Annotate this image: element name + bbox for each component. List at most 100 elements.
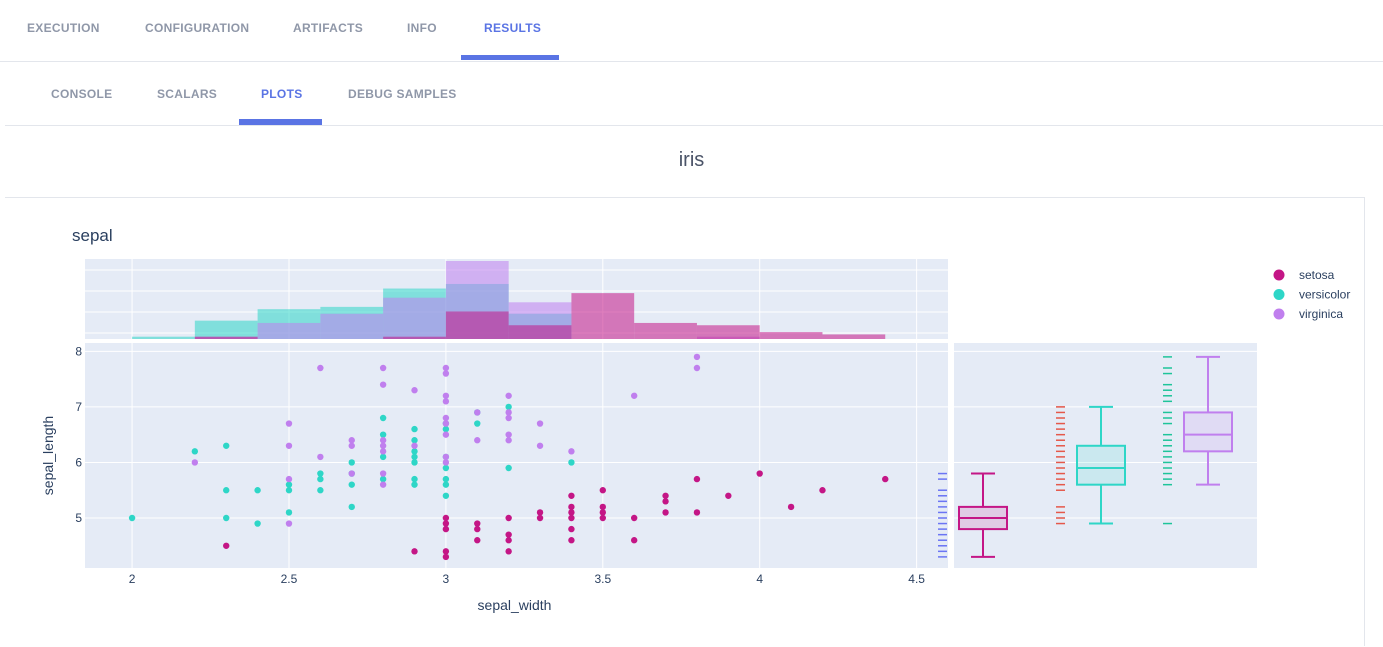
scatter-point-versicolor	[223, 487, 230, 494]
scatter-point-setosa	[819, 487, 826, 494]
tab-artifacts[interactable]: ARTIFACTS	[293, 21, 364, 35]
scatter-point-versicolor	[223, 514, 230, 522]
scatter-point-virginica	[348, 437, 355, 444]
scatter-point-versicolor	[379, 475, 387, 483]
scatter-point-setosa	[725, 492, 732, 499]
scatter-point-virginica	[348, 442, 355, 449]
scatter-point-setosa	[693, 509, 701, 516]
results-sub-tab-bar: CONSOLE SCALARS PLOTS DEBUG SAMPLES	[5, 62, 1383, 126]
histogram-bar-setosa	[696, 325, 760, 339]
scatter-point-versicolor	[568, 459, 575, 466]
y-tick-label: 7	[75, 400, 82, 414]
tab-execution[interactable]: EXECUTION	[27, 21, 100, 35]
scatter-point-setosa	[568, 537, 575, 544]
histogram-bar-virginica	[257, 322, 321, 339]
active-subtab-indicator	[239, 119, 322, 125]
scatter-point-versicolor	[474, 420, 481, 427]
scatter-point-setosa	[662, 492, 669, 499]
scatter-point-virginica	[505, 409, 512, 416]
scatter-point-setosa	[474, 520, 481, 527]
tab-plots[interactable]: PLOTS	[261, 87, 303, 101]
scatter-point-virginica	[568, 448, 575, 455]
iris-sepal-chart: sepal 2 2.5 3 3.5 4 4.5 5 6 7 8 sepal_width sepal_le…	[40, 226, 1350, 613]
tab-configuration[interactable]: CONFIGURATION	[145, 21, 250, 35]
tab-scalars[interactable]: SCALARS	[157, 87, 218, 101]
scatter-point-setosa	[599, 487, 606, 494]
scatter-point-virginica	[285, 420, 293, 427]
tab-results[interactable]: RESULTS	[484, 21, 542, 35]
scatter-point-versicolor	[223, 442, 230, 449]
x-tick-label: 4	[756, 572, 763, 586]
y-tick-label: 5	[75, 511, 82, 525]
scatter-point-virginica	[379, 364, 387, 372]
scatter-point-virginica	[285, 520, 293, 527]
scatter-point-virginica	[442, 364, 450, 372]
scatter-point-versicolor	[379, 431, 387, 438]
histogram-bar-virginica	[383, 297, 446, 339]
scatter-point-virginica	[379, 381, 387, 388]
scatter-point-setosa	[505, 548, 512, 555]
scatter-point-virginica	[474, 409, 481, 416]
scatter-point-setosa	[223, 542, 230, 549]
scatter-point-virginica	[442, 431, 450, 438]
histogram-bar-setosa	[634, 322, 697, 339]
scatter-point-setosa	[442, 548, 450, 555]
active-tab-indicator	[461, 55, 559, 60]
scatter-point-versicolor	[505, 464, 512, 472]
histogram-bar-versicolor	[132, 336, 195, 339]
scatter-point-virginica	[505, 414, 512, 422]
scatter-point-versicolor	[285, 481, 293, 488]
box-virginica	[1183, 411, 1233, 453]
scatter-point-virginica	[536, 442, 544, 449]
box-plot-area	[954, 343, 1257, 568]
x-tick-label: 4.5	[908, 572, 925, 586]
scatter-point-virginica	[379, 442, 387, 449]
scatter-point-setosa	[536, 514, 544, 522]
scatter-point-versicolor	[317, 487, 324, 494]
legend-label-virginica: virginica	[1299, 307, 1343, 321]
scatter-point-setosa	[568, 525, 575, 533]
scatter-point-virginica	[505, 431, 512, 438]
scatter-point-virginica	[348, 470, 355, 477]
scatter-point-setosa	[505, 514, 512, 522]
scatter-point-setosa	[505, 537, 512, 544]
scatter-point-setosa	[568, 509, 575, 516]
scatter-point-versicolor	[411, 437, 418, 444]
scatter-point-setosa	[568, 492, 575, 499]
legend-marker-virginica	[1273, 308, 1285, 320]
scatter-point-versicolor	[411, 425, 418, 433]
histogram-bar-virginica	[320, 313, 384, 339]
scatter-point-setosa	[536, 509, 544, 516]
x-tick-label: 2	[129, 572, 136, 586]
scatter-point-setosa	[442, 525, 450, 533]
scatter-point-virginica	[630, 392, 638, 399]
scatter-point-versicolor	[411, 453, 418, 461]
y-tick-label: 8	[75, 344, 82, 358]
tab-info[interactable]: INFO	[407, 21, 437, 35]
scatter-point-virginica	[693, 353, 701, 361]
scatter-point-versicolor	[442, 481, 450, 488]
scatter-point-virginica	[442, 453, 450, 461]
scatter-point-virginica	[442, 392, 450, 399]
histogram-bar-setosa	[571, 293, 635, 339]
scatter-point-virginica	[191, 459, 199, 466]
scatter-point-setosa	[505, 531, 512, 538]
scatter-point-virginica	[379, 470, 387, 477]
scatter-point-setosa	[882, 475, 889, 483]
box-versicolor	[1076, 444, 1126, 486]
scatter-point-setosa	[474, 537, 481, 544]
scatter-point-versicolor	[128, 514, 136, 522]
scatter-point-virginica	[285, 475, 293, 483]
legend-label-versicolor: versicolor	[1299, 288, 1350, 302]
scatter-point-virginica	[442, 414, 450, 422]
scatter-point-setosa	[756, 470, 763, 477]
scatter-point-setosa	[442, 520, 450, 527]
tab-debug-samples[interactable]: DEBUG SAMPLES	[348, 87, 457, 101]
scatter-point-virginica	[379, 448, 387, 455]
scatter-point-virginica	[317, 453, 324, 461]
scatter-point-setosa	[630, 537, 638, 544]
scatter-point-setosa	[630, 514, 638, 522]
tab-console[interactable]: CONSOLE	[51, 87, 113, 101]
scatter-point-versicolor	[442, 425, 450, 433]
scatter-point-versicolor	[348, 503, 355, 511]
